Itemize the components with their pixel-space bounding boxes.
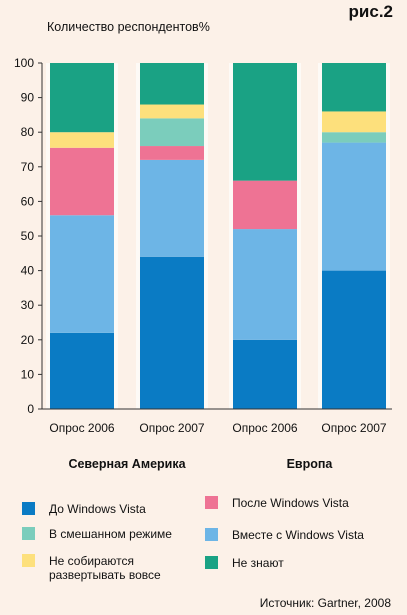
group-label: Северная Америка	[68, 457, 186, 471]
bar-segment	[233, 63, 297, 181]
category-labels: Опрос 2006 Опрос 2007 Опрос 2006 Опрос 2007	[49, 421, 387, 435]
bar-segment	[50, 132, 114, 148]
category-label: Опрос 2007	[139, 421, 205, 435]
category-label: Опрос 2007	[321, 421, 387, 435]
bar-segment	[50, 332, 114, 409]
legend-label: Вместе с Windows Vista	[232, 528, 364, 542]
source-note: Источник: Gartner, 2008	[259, 596, 391, 610]
bar-segment	[140, 104, 204, 119]
category-label: Опрос 2006	[232, 421, 298, 435]
bar-segment	[322, 111, 386, 133]
y-tick-label: 30	[21, 298, 35, 312]
legend-item-posle-vista: После Windows Vista	[205, 496, 395, 510]
bar-segment	[140, 118, 204, 147]
bar-segment	[233, 229, 297, 340]
bar-segment	[140, 63, 204, 105]
legend-label: Не знают	[232, 556, 284, 570]
legend-item-vmeste-vista: Вместе с Windows Vista	[205, 528, 395, 542]
bars	[50, 63, 386, 409]
bar-segment	[322, 270, 386, 409]
bar-segment	[140, 159, 204, 257]
legend-swatch	[205, 556, 218, 569]
legend-swatch	[22, 554, 35, 567]
y-tick-label: 50	[21, 229, 35, 243]
legend-item-ne-znayut: Не знают	[205, 556, 395, 570]
category-label: Опрос 2006	[49, 421, 115, 435]
legend-label: Не собираются развертывать вовсе	[49, 554, 161, 582]
legend-item-do-vista: До Windows Vista	[22, 502, 192, 516]
y-tick-label: 80	[21, 125, 35, 139]
legend-label: После Windows Vista	[232, 496, 349, 510]
bar-segment	[233, 339, 297, 409]
bar-segment	[50, 63, 114, 133]
bar-segment	[50, 215, 114, 333]
legend-item-ne-sobirayutsya: Не собираются развертывать вовсе	[22, 554, 182, 582]
group-label: Европа	[287, 457, 334, 471]
y-tick-label: 90	[21, 91, 35, 105]
bar-segment	[322, 142, 386, 271]
group-labels: Северная Америка Европа	[68, 457, 333, 471]
legend-swatch	[205, 496, 218, 509]
bar-segment	[140, 256, 204, 409]
bar-segment	[140, 146, 204, 160]
y-axis-title: Количество респондентов%	[47, 20, 210, 34]
legend-item-smeshanny: В смешанном режиме	[22, 527, 202, 541]
legend-swatch	[205, 528, 218, 541]
y-tick-label: 60	[21, 194, 35, 208]
y-tick-label: 0	[27, 402, 34, 416]
bar-segment	[322, 132, 386, 143]
y-tick-label: 20	[21, 333, 35, 347]
bar-segment	[50, 147, 114, 216]
legend-label: В смешанном режиме	[49, 527, 172, 541]
legend-label: До Windows Vista	[49, 502, 146, 516]
bar-segment	[233, 180, 297, 230]
y-tick-label: 10	[21, 367, 35, 381]
y-tick-label: 40	[21, 264, 35, 278]
y-tick-label: 100	[14, 56, 34, 70]
legend-swatch	[22, 502, 35, 515]
y-axis	[38, 62, 392, 410]
figure-label: рис.2	[348, 2, 393, 21]
legend: До Windows Vista После Windows Vista В с…	[0, 490, 407, 590]
legend-swatch	[22, 527, 35, 540]
y-tick-label: 70	[21, 160, 35, 174]
y-tick-labels: 0 10 20 30 40 50 60 70 80 90 100	[14, 56, 34, 416]
bar-segment	[322, 63, 386, 112]
